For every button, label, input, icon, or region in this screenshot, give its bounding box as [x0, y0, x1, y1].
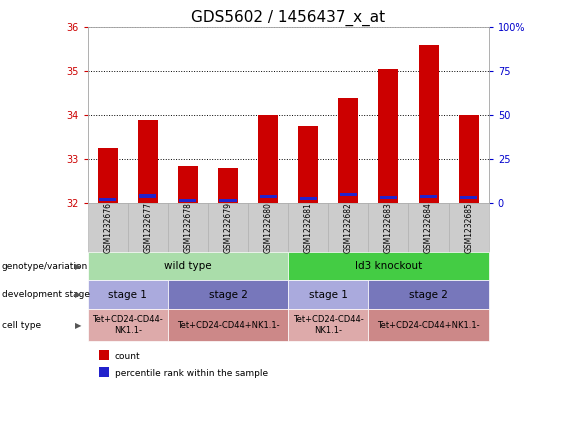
Text: wild type: wild type	[164, 261, 212, 271]
Bar	[259, 195, 277, 198]
Text: percentile rank within the sample: percentile rank within the sample	[115, 369, 268, 378]
Text: stage 1: stage 1	[108, 290, 147, 300]
Text: Tet+CD24-CD44+NK1.1-: Tet+CD24-CD44+NK1.1-	[177, 321, 279, 330]
Bar	[338, 98, 358, 203]
Text: GSM1232685: GSM1232685	[464, 202, 473, 253]
Bar	[379, 69, 398, 203]
Text: GSM1232682: GSM1232682	[344, 202, 353, 253]
Text: GSM1232678: GSM1232678	[184, 202, 192, 253]
Text: stage 2: stage 2	[208, 290, 247, 300]
Text: GSM1232677: GSM1232677	[144, 202, 152, 253]
Text: Id3 knockout: Id3 knockout	[355, 261, 422, 271]
Text: GSM1232680: GSM1232680	[264, 202, 272, 253]
Bar	[179, 199, 197, 202]
Bar	[139, 195, 157, 198]
Bar	[258, 115, 278, 203]
Bar	[218, 168, 238, 203]
Bar	[178, 166, 198, 203]
Bar	[459, 115, 479, 203]
Bar	[419, 45, 438, 203]
Text: Tet+CD24-CD44+NK1.1-: Tet+CD24-CD44+NK1.1-	[377, 321, 480, 330]
Bar	[380, 196, 397, 199]
Bar	[219, 199, 237, 202]
Text: stage 1: stage 1	[309, 290, 347, 300]
Text: GSM1232681: GSM1232681	[304, 202, 312, 253]
Text: GSM1232679: GSM1232679	[224, 202, 232, 253]
Text: ▶: ▶	[75, 290, 82, 299]
Text: GSM1232684: GSM1232684	[424, 202, 433, 253]
Bar	[99, 198, 116, 201]
Text: Tet+CD24-CD44-
NK1.1-: Tet+CD24-CD44- NK1.1-	[293, 316, 364, 335]
Text: ▶: ▶	[75, 261, 82, 271]
Text: GSM1232676: GSM1232676	[103, 202, 112, 253]
Text: genotype/variation: genotype/variation	[2, 261, 88, 271]
Bar	[299, 197, 317, 200]
Title: GDS5602 / 1456437_x_at: GDS5602 / 1456437_x_at	[191, 10, 385, 26]
Text: count: count	[115, 352, 140, 361]
Bar	[138, 120, 158, 203]
Bar	[460, 196, 477, 199]
Text: ▶: ▶	[75, 321, 82, 330]
Bar	[298, 126, 318, 203]
Bar	[420, 195, 437, 198]
Bar	[340, 193, 357, 196]
Text: GSM1232683: GSM1232683	[384, 202, 393, 253]
Bar	[98, 148, 118, 203]
Text: Tet+CD24-CD44-
NK1.1-: Tet+CD24-CD44- NK1.1-	[92, 316, 163, 335]
Text: development stage: development stage	[2, 290, 90, 299]
Text: cell type: cell type	[2, 321, 41, 330]
Text: stage 2: stage 2	[409, 290, 448, 300]
